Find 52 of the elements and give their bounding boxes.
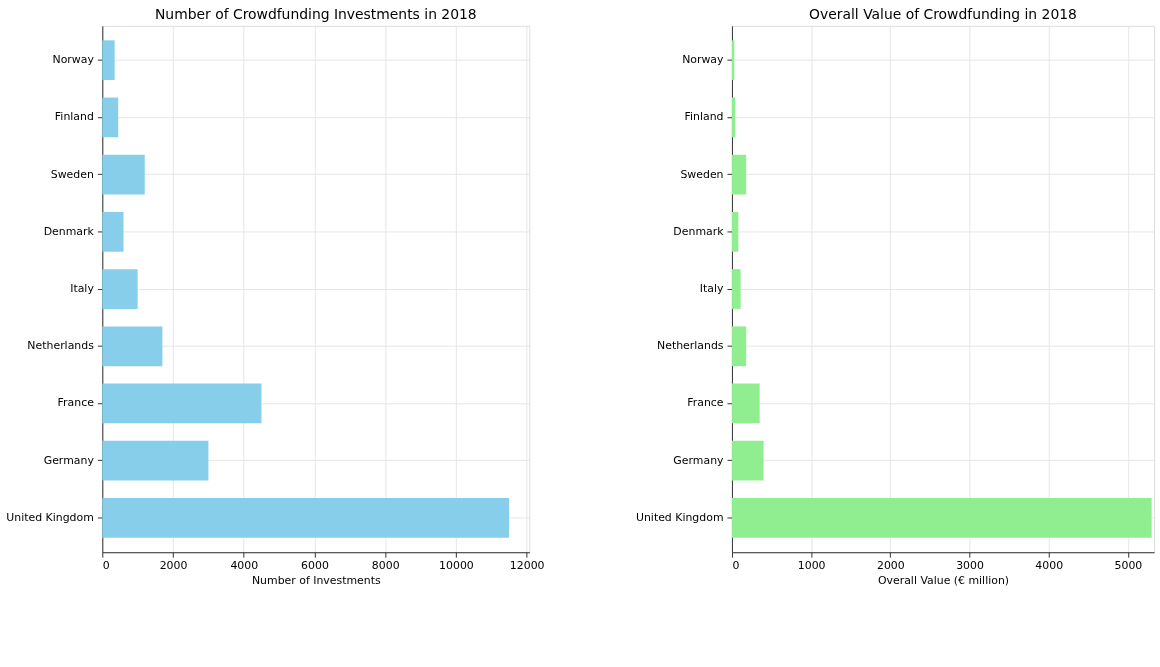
x-tick-label: 4000 [1035, 558, 1064, 572]
x-tick-label: 5000 [1114, 558, 1143, 572]
bar [731, 383, 760, 424]
y-tick-label: Netherlands [27, 339, 95, 353]
x-tick-label: 10000 [439, 558, 474, 572]
y-tick-label: Finland [54, 110, 94, 124]
x-axis-title: Number of Investments [251, 573, 381, 587]
y-tick-label: Italy [70, 282, 95, 296]
y-tick-label: Germany [673, 453, 725, 467]
bar [102, 498, 510, 538]
x-tick-label: 2000 [159, 558, 188, 572]
bar [102, 440, 209, 481]
bar [102, 154, 145, 195]
y-tick-label: Sweden [50, 167, 94, 181]
x-tick-label: 1000 [797, 558, 826, 572]
bar [102, 211, 124, 252]
chart-title: Overall Value of Crowdfunding in 2018 [809, 5, 1077, 22]
y-tick-label: Norway [52, 53, 95, 67]
y-tick-label: France [57, 396, 95, 410]
x-tick-label: 2000 [876, 558, 905, 572]
bar [731, 97, 736, 138]
chart-title: Number of Crowdfunding Investments in 2018 [154, 5, 477, 22]
y-tick-label: France [687, 396, 724, 410]
bar [102, 326, 163, 367]
y-tick-label: Norway [682, 53, 725, 67]
bar [731, 154, 747, 195]
y-tick-label: United Kingdom [635, 510, 724, 524]
bar [102, 40, 115, 81]
y-tick-label: Sweden [680, 167, 724, 181]
bar [731, 498, 1152, 538]
y-tick-label: United Kingdom [6, 510, 94, 524]
bar [731, 326, 747, 367]
bar [102, 97, 119, 138]
y-tick-label: Netherlands [657, 339, 724, 353]
bar [731, 269, 741, 309]
x-axis-title: Overall Value (€ million) [877, 573, 1010, 587]
x-tick-label: 4000 [230, 558, 259, 572]
y-tick-label: Finland [684, 110, 724, 124]
bar [102, 269, 138, 309]
x-tick-label: 6000 [301, 558, 329, 572]
x-tick-label: 12000 [509, 558, 545, 572]
y-tick-label: Italy [699, 282, 725, 296]
x-tick-label: 3000 [956, 558, 984, 572]
y-tick-label: Germany [43, 453, 95, 467]
x-tick-label: 8000 [371, 558, 400, 572]
bar [102, 383, 262, 424]
x-tick-label: 0 [102, 558, 110, 572]
bar [731, 440, 764, 481]
x-tick-label: 0 [732, 558, 740, 572]
bar [731, 211, 739, 252]
y-tick-label: Denmark [673, 224, 725, 238]
y-tick-label: Denmark [43, 224, 95, 238]
